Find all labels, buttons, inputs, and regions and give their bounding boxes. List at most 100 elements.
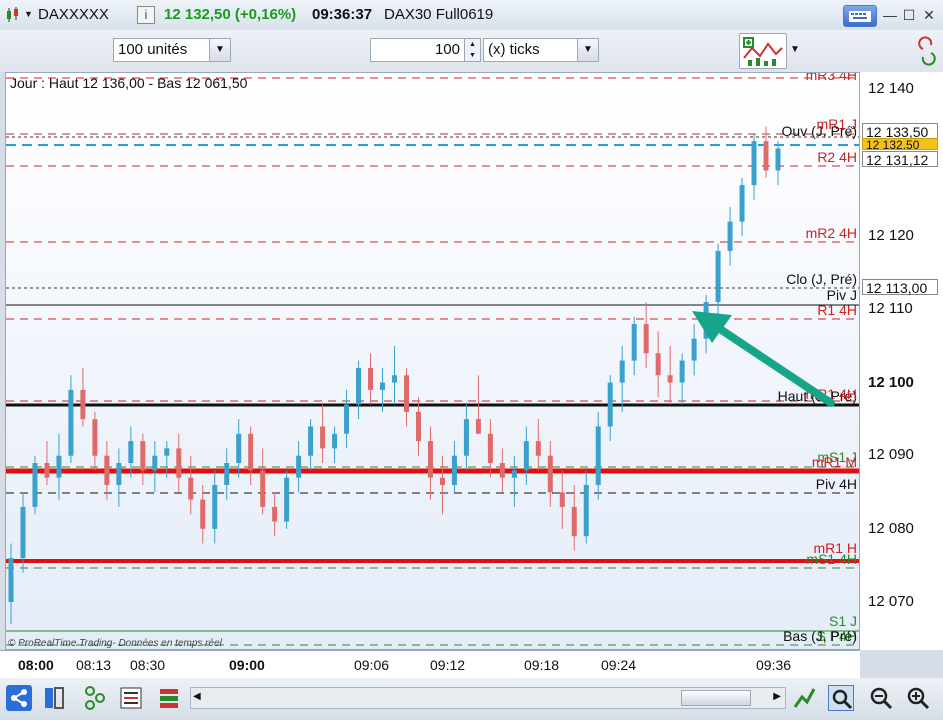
candle-body xyxy=(415,411,421,442)
share-icon[interactable] xyxy=(6,685,32,711)
x-tick: 09:24 xyxy=(601,657,637,673)
y-tick: 12 100 xyxy=(868,374,914,391)
y-tick: 12 090 xyxy=(868,446,914,463)
candle-body xyxy=(368,367,374,390)
close-icon[interactable]: ✕ xyxy=(923,7,935,23)
candle-body xyxy=(188,477,194,500)
candle-body xyxy=(739,185,745,222)
candle-body xyxy=(571,506,577,537)
candle-body xyxy=(427,441,433,478)
orderbook-icon[interactable] xyxy=(156,685,182,711)
dropdown-arrow-icon[interactable]: ▼ xyxy=(24,9,33,19)
candle-body xyxy=(56,455,62,478)
candle-body xyxy=(152,455,158,471)
price-change: 12 132,50 (+0,16%) xyxy=(164,6,297,23)
stepper-arrows-icon[interactable]: ▲ ▼ xyxy=(464,39,480,61)
scroll-left-icon[interactable]: ◀ xyxy=(193,691,201,702)
candle-body xyxy=(523,441,529,471)
x-tick: 09:18 xyxy=(524,657,560,673)
last-price-tag: 12 132,50 xyxy=(862,138,938,150)
candle-body xyxy=(631,324,637,361)
time-axis[interactable]: 08:00 08:13 08:30 09:00 09:06 09:12 09:1… xyxy=(0,650,860,679)
candle-body xyxy=(32,463,38,507)
chevron-down-icon[interactable]: ▼ xyxy=(209,39,230,61)
level-label: mR1 J xyxy=(816,116,857,132)
contract-name: DAX30 Full0619 xyxy=(384,6,494,23)
order-arrows-icon[interactable] xyxy=(917,36,937,66)
quantity-stepper[interactable]: 100 ▲ ▼ xyxy=(370,38,481,62)
candle-body xyxy=(44,463,50,478)
level-label: S P4H xyxy=(816,628,857,644)
list-icon[interactable] xyxy=(118,685,144,711)
x-tick: 09:12 xyxy=(430,657,466,673)
candle-body xyxy=(583,484,589,537)
indicators-button-icon[interactable] xyxy=(739,33,787,69)
level-label: R2 4H xyxy=(817,149,857,165)
candlestick-chart[interactable] xyxy=(6,73,860,650)
price-chart[interactable]: Jour : Haut 12 136,00 - Bas 12 061,50 mR… xyxy=(5,72,860,650)
candle-body xyxy=(439,477,445,485)
level-label: Ouv (J, Pré) xyxy=(781,123,857,139)
x-tick: 08:00 xyxy=(18,657,54,673)
candle-body xyxy=(463,419,469,456)
candle-body xyxy=(643,324,649,354)
candle-body xyxy=(679,360,685,383)
info-icon[interactable]: i xyxy=(137,6,155,24)
scroll-right-icon[interactable]: ▶ xyxy=(773,691,781,702)
candle-body xyxy=(284,477,290,522)
minimize-icon[interactable]: — xyxy=(883,7,897,23)
candle-body xyxy=(667,375,673,383)
x-tick: 08:13 xyxy=(76,657,112,673)
bottom-toolbar: ◀ ▶ xyxy=(0,678,943,720)
candle-body xyxy=(356,367,362,405)
candle-body xyxy=(296,455,302,478)
candle-body xyxy=(332,433,338,449)
candle-body xyxy=(128,441,134,464)
price-axis[interactable]: 12 140 12 120 12 110 12 100 12 090 12 08… xyxy=(860,72,943,650)
level-label: mS1 J xyxy=(817,449,857,465)
scrollbar-thumb[interactable] xyxy=(681,690,751,706)
chevron-down-icon[interactable]: ▼ xyxy=(577,39,598,61)
candle-body xyxy=(80,389,86,420)
arrow-annotation[interactable] xyxy=(686,303,856,423)
level-label: Clo (J, Pré) xyxy=(786,271,857,287)
units-select-value: 100 unités xyxy=(118,41,188,58)
y-tick: 12 080 xyxy=(868,520,914,537)
zoom-select-icon[interactable] xyxy=(828,685,854,711)
candle-body xyxy=(535,441,541,456)
level-label: mR2 4H xyxy=(805,225,857,241)
candle-body xyxy=(320,426,326,449)
candle-body xyxy=(236,433,242,464)
candle-body xyxy=(403,375,409,412)
ticks-select[interactable]: (x) ticks ▼ xyxy=(483,38,599,62)
instrument-name[interactable]: DAXXXXX xyxy=(38,6,109,23)
draw-tool-icon[interactable] xyxy=(792,685,818,711)
candle-body xyxy=(727,221,733,251)
network-icon[interactable] xyxy=(82,685,108,711)
x-tick: 09:06 xyxy=(354,657,390,673)
quantity-value: 100 xyxy=(434,41,460,58)
candle-body xyxy=(619,360,625,383)
zoom-in-icon[interactable] xyxy=(905,685,931,711)
keyboard-icon[interactable] xyxy=(843,5,877,27)
candle-body xyxy=(715,250,721,303)
candle-body xyxy=(511,470,517,478)
candle-body xyxy=(8,558,14,602)
r2-price-tag: 12 131,12 xyxy=(862,151,938,168)
y-tick: 12 110 xyxy=(868,300,913,317)
x-tick: 09:00 xyxy=(229,657,265,673)
y-tick: 12 070 xyxy=(868,593,914,610)
chevron-down-icon[interactable]: ▼ xyxy=(790,44,800,55)
horizontal-scrollbar[interactable]: ◀ ▶ xyxy=(190,687,786,709)
level-label: R1 4H xyxy=(817,302,857,318)
candle-body xyxy=(559,492,565,507)
candle-body xyxy=(260,470,266,507)
units-select[interactable]: 100 unités ▼ xyxy=(113,38,231,62)
level-label: Piv 4H xyxy=(815,476,857,492)
ticks-select-value: (x) ticks xyxy=(488,41,540,58)
candle-body xyxy=(763,141,769,171)
zoom-out-icon[interactable] xyxy=(868,685,894,711)
maximize-icon[interactable]: ☐ xyxy=(902,7,916,23)
layout-icon[interactable] xyxy=(42,685,68,711)
y-tick: 12 120 xyxy=(868,227,914,244)
